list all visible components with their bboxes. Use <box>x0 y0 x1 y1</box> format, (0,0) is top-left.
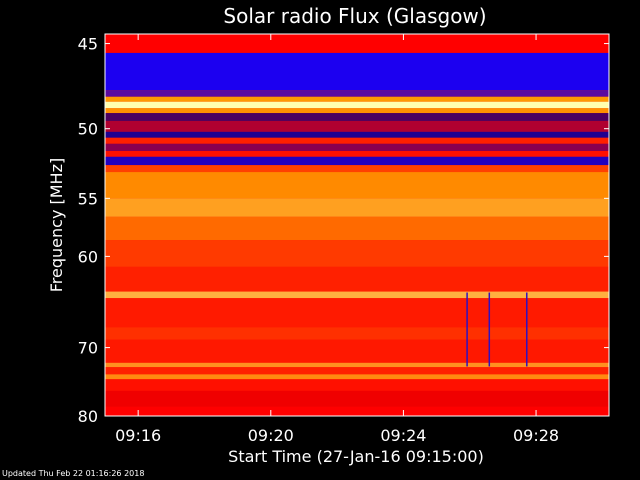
plot-area <box>104 33 610 417</box>
spectrogram-band-10 <box>105 143 609 152</box>
spectrogram-band-13 <box>105 165 609 173</box>
spectrogram-band-20 <box>105 298 609 328</box>
spectrogram-band-3 <box>105 96 609 102</box>
x-tick-label: 09:28 <box>513 426 559 445</box>
spectrogram-band-18 <box>105 266 609 292</box>
spectrogram-band-25 <box>105 374 609 380</box>
x-tick-label: 09:16 <box>115 426 161 445</box>
update-timestamp: Updated Thu Feb 22 01:16:26 2018 <box>2 469 145 478</box>
spectrogram-band-22 <box>105 339 609 363</box>
y-tick-label: 60 <box>78 247 98 266</box>
spectrogram-bands <box>105 34 609 416</box>
spectrogram-band-21 <box>105 327 609 340</box>
spectrogram-band-19 <box>105 291 609 299</box>
spectrogram-band-14 <box>105 172 609 199</box>
plot-frame <box>104 33 610 417</box>
chart-title: Solar radio Flux (Glasgow) <box>223 4 486 28</box>
y-tick-label: 80 <box>78 407 98 426</box>
spectrogram-band-5 <box>105 108 609 114</box>
spectrogram-band-8 <box>105 131 609 138</box>
spectrogram-band-15 <box>105 198 609 217</box>
x-axis: 09:16 09:20 09:24 09:28 <box>115 34 559 445</box>
x-tick-label: 09:20 <box>248 426 294 445</box>
y-tick-label: 55 <box>78 189 98 208</box>
x-tick-label: 09:24 <box>380 426 426 445</box>
spectrogram-band-17 <box>105 240 609 267</box>
y-tick-label: 50 <box>78 120 98 139</box>
spectrogram-band-24 <box>105 367 609 375</box>
spectrogram-band-4 <box>105 101 609 109</box>
y-tick-label: 70 <box>78 339 98 358</box>
spectrogram-band-16 <box>105 216 609 241</box>
spectrogram-band-28 <box>105 406 609 416</box>
y-axis-label: Frequency [MHz] <box>47 158 66 292</box>
spectrogram-band-11 <box>105 151 609 157</box>
spectrogram-band-2 <box>105 90 609 97</box>
spectrogram-band-27 <box>105 390 609 407</box>
spectrogram-band-7 <box>105 120 609 132</box>
y-tick-label: 45 <box>78 35 98 54</box>
spectrogram-band-12 <box>105 156 609 166</box>
spectrogram-band-6 <box>105 113 609 121</box>
spectrogram-band-0 <box>105 34 609 53</box>
spectrogram-band-23 <box>105 362 609 368</box>
spectrogram-band-1 <box>105 52 609 91</box>
y-axis: 45 50 55 60 70 80 <box>78 35 609 426</box>
x-axis-label: Start Time (27-Jan-16 09:15:00) <box>228 447 484 466</box>
burst-lines <box>466 292 528 367</box>
spectrogram-band-26 <box>105 379 609 391</box>
spectrogram-band-9 <box>105 137 609 144</box>
